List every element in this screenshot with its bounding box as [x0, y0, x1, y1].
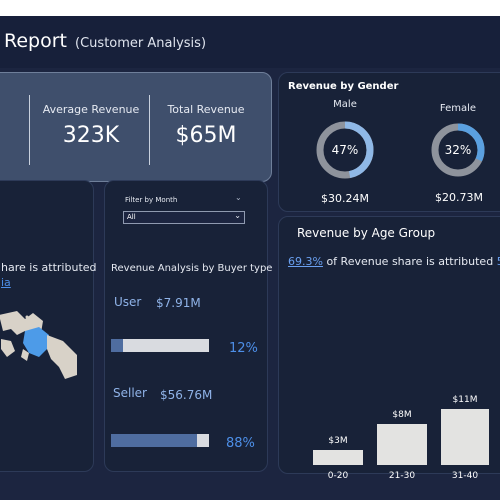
age-share-caption: of Revenue share is attributed: [322, 255, 497, 268]
age-bar-21-30[interactable]: [377, 424, 427, 465]
male-donut-segment[interactable]: [316, 121, 374, 179]
age-category-label: 21-30: [388, 471, 416, 481]
kpi-average-revenue-label: Average Revenue: [42, 103, 140, 116]
map-region-east[interactable]: [47, 335, 77, 379]
map-share-link[interactable]: ia: [1, 276, 11, 289]
seller-share-bar[interactable]: [111, 434, 209, 447]
filter-collapse-chevron-icon[interactable]: ⌄: [235, 193, 242, 202]
age-bar-31-40[interactable]: [441, 409, 489, 465]
gender-panel-title: Revenue by Gender: [288, 81, 399, 92]
world-map[interactable]: [0, 291, 95, 401]
seller-percent: 88%: [226, 436, 255, 451]
female-donut-chart[interactable]: 32%: [430, 122, 486, 178]
user-percent: 12%: [229, 341, 258, 356]
user-share-bar-fill: [111, 339, 123, 352]
age-share-percent: 69.3%: [288, 255, 323, 268]
user-share-bar[interactable]: [111, 339, 209, 352]
age-bar-0-20[interactable]: [313, 449, 363, 465]
buyer-type-panel: Filter by Month ⌄ All ⌄ Revenue Analysis…: [104, 180, 272, 472]
kpi-divider: [29, 95, 30, 165]
user-label: User: [114, 295, 142, 309]
seller-revenue-value: $56.76M: [160, 388, 213, 402]
kpi-card: Average Revenue 323K Total Revenue $65M: [0, 72, 272, 182]
dashboard: Report (Customer Analysis) Average Reven…: [0, 16, 500, 500]
age-category-label: 0-20: [327, 471, 349, 481]
buyer-chart-title: Revenue Analysis by Buyer type: [111, 263, 273, 274]
user-revenue-value: $7.91M: [156, 296, 201, 310]
revenue-by-age-group-panel: Revenue by Age Group 69.3% of Revenue sh…: [278, 216, 500, 481]
kpi-total-revenue-label: Total Revenue: [167, 103, 245, 116]
age-group-bar-chart: $3M 0-20 $8M 21-30 $11M 31-40: [279, 217, 500, 481]
map-region-highlighted[interactable]: [23, 327, 49, 357]
kpi-divider: [149, 95, 150, 165]
female-percent: 32%: [445, 143, 472, 157]
age-bar-value-label: $8M: [392, 410, 412, 421]
female-donut-segment[interactable]: [431, 123, 485, 177]
age-share-text: 69.3% of Revenue share is attributed 5: [288, 255, 500, 268]
male-donut-chart[interactable]: 47%: [315, 120, 375, 180]
map-island: [25, 315, 29, 319]
page-title-text: Report: [4, 30, 67, 52]
page-subtitle: (Customer Analysis): [75, 36, 207, 51]
month-filter-select[interactable]: All ⌄: [123, 211, 245, 224]
age-share-suffix: 5: [497, 255, 500, 268]
female-label: Female: [439, 103, 477, 114]
month-filter-value: All: [127, 213, 136, 221]
revenue-by-gender-panel: Revenue by Gender Male 47% $30.24M Femal…: [278, 72, 500, 212]
kpi-average-revenue-value: 323K: [62, 123, 120, 148]
age-bar-value-label: $11M: [452, 395, 478, 405]
kpi-total-revenue-value: $65M: [175, 123, 237, 148]
seller-label: Seller: [113, 386, 147, 400]
male-label: Male: [333, 99, 357, 110]
female-revenue-value: $20.73M: [435, 191, 483, 204]
age-category-label: 31-40: [451, 471, 479, 481]
map-region-west[interactable]: [1, 339, 15, 357]
page-title: Report (Customer Analysis): [4, 30, 206, 52]
map-region-small[interactable]: [21, 349, 29, 361]
male-percent: 47%: [332, 143, 359, 157]
title-bar: Report (Customer Analysis): [0, 16, 500, 68]
chevron-down-icon[interactable]: ⌄: [234, 211, 241, 220]
filter-by-month-label: Filter by Month: [125, 196, 178, 204]
map-panel: hare is attributed ia: [0, 180, 97, 472]
age-panel-title: Revenue by Age Group: [297, 226, 436, 240]
seller-share-bar-fill: [111, 434, 198, 447]
male-revenue-value: $30.24M: [321, 192, 369, 205]
age-bar-value-label: $3M: [328, 435, 348, 446]
map-share-text: hare is attributed: [1, 261, 97, 274]
